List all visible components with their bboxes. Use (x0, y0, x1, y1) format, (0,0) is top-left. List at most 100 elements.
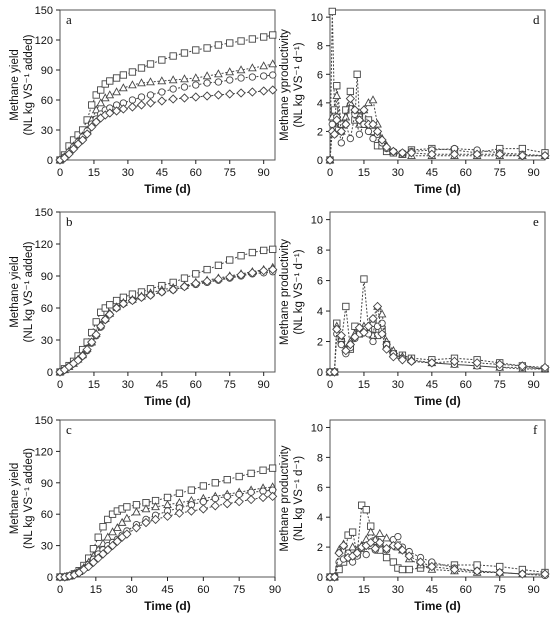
data-point-square (353, 70, 361, 78)
y-tick-label: 0 (47, 367, 53, 379)
data-point-square (203, 44, 211, 52)
x-axis-label: Time (d) (144, 182, 190, 196)
y-tick-label: 60 (41, 509, 53, 521)
data-point-triangle (119, 83, 128, 92)
data-point-diamond (247, 268, 258, 278)
data-point-diamond (136, 292, 147, 302)
chart-panel-f: 0 2 4 6 8 10 0 15 30 45 60 75 90 Time (d) Methane prod… (279, 419, 550, 613)
y-axis-label-units: (NL kg VS⁻¹ d⁻¹) (293, 249, 305, 334)
x-tick-label: 60 (190, 167, 202, 179)
series-diamond (325, 301, 550, 377)
data-point-square (248, 35, 257, 43)
data-point-diamond (375, 537, 385, 548)
data-point-circle (211, 494, 219, 503)
series-line (329, 11, 546, 161)
data-point-diamond (377, 135, 387, 145)
data-point-square (199, 482, 207, 490)
data-point-diamond (213, 90, 224, 100)
data-point-diamond (168, 94, 178, 104)
series-diamond (325, 537, 550, 582)
data-point-square (158, 56, 166, 64)
series-diamond (325, 93, 550, 165)
y-tick-label: 4 (317, 98, 323, 110)
data-point-square (112, 74, 121, 82)
x-tick-label: 30 (126, 584, 138, 596)
y-tick-label: 30 (41, 335, 53, 347)
data-point-square (187, 486, 196, 494)
y-tick-label: 60 (41, 95, 53, 107)
plot-frame (329, 419, 546, 578)
y-axis-label: Methane productivity (279, 445, 291, 551)
data-point-triangle (108, 527, 117, 536)
data-point-circle (337, 139, 345, 147)
data-point-diamond (372, 126, 383, 137)
data-point-diamond (127, 102, 138, 112)
series-square (56, 31, 277, 164)
y-tick-label: 6 (317, 69, 323, 81)
data-point-triangle (168, 75, 178, 84)
series-line (330, 535, 546, 578)
data-point-square (248, 248, 257, 257)
data-point-square (358, 501, 366, 509)
series-line (59, 89, 273, 161)
data-point-triangle (382, 533, 391, 542)
data-point-square (226, 39, 234, 47)
data-point-circle (269, 71, 277, 79)
data-point-square (203, 265, 211, 274)
data-point-square (405, 565, 413, 574)
data-point-diamond (168, 285, 178, 295)
y-tick-label: 0 (317, 367, 323, 379)
y-tick-label: 6 (317, 276, 323, 288)
data-point-diamond (198, 504, 208, 514)
data-point-diamond (352, 548, 362, 558)
y-tick-label: 4 (317, 512, 323, 524)
data-point-diamond (73, 355, 83, 365)
data-point-circle (192, 81, 200, 89)
x-tick-label: 30 (392, 379, 404, 391)
x-tick-label: 75 (494, 167, 506, 179)
data-point-diamond (157, 287, 167, 297)
data-point-diamond (77, 135, 88, 145)
chart-panel-a: 0 30 60 90 120 150 0 15 30 45 60 75 90 Time (d) Methan… (9, 5, 278, 196)
data-point-circle (337, 340, 345, 349)
data-point-square (94, 533, 102, 541)
data-point-diamond (145, 290, 156, 300)
data-point-triangle (128, 80, 137, 89)
data-point-diamond (105, 108, 115, 118)
series-line (329, 95, 545, 161)
x-tick-label: 30 (392, 167, 404, 179)
y-tick-label: 60 (41, 303, 53, 315)
y-tick-label: 0 (317, 155, 323, 167)
data-point-diamond (540, 569, 550, 579)
y-tick-label: 0 (317, 572, 323, 584)
data-point-circle (362, 550, 370, 559)
y-tick-label: 150 (35, 5, 53, 17)
data-point-diamond (258, 492, 268, 503)
y-axis-label-units: (NL kg VS⁻¹ d⁻¹) (293, 42, 305, 127)
y-axis-label-units: (NL kg VS⁻¹ added) (23, 34, 35, 135)
data-point-diamond (202, 276, 212, 286)
data-point-diamond (397, 148, 408, 158)
data-point-triangle (103, 532, 113, 541)
series-line (59, 267, 273, 373)
data-point-square (237, 252, 245, 260)
series-line (59, 271, 273, 373)
data-point-triangle (191, 73, 201, 82)
data-point-diamond (393, 540, 403, 551)
data-point-diamond (388, 146, 399, 157)
series-diamond (55, 491, 278, 582)
data-point-square (180, 274, 189, 282)
series-line (59, 248, 273, 373)
data-point-diamond (381, 344, 392, 354)
data-point-diamond (98, 549, 108, 559)
data-point-diamond (332, 324, 342, 334)
data-point-diamond (540, 151, 550, 161)
data-point-diamond (370, 543, 380, 554)
data-point-square (328, 7, 336, 16)
data-point-triangle (248, 63, 257, 72)
data-point-diamond (174, 508, 185, 518)
x-tick-label: 90 (528, 379, 540, 391)
x-tick-label: 90 (258, 379, 270, 391)
plot-frame (329, 9, 546, 161)
data-point-diamond (449, 356, 460, 366)
